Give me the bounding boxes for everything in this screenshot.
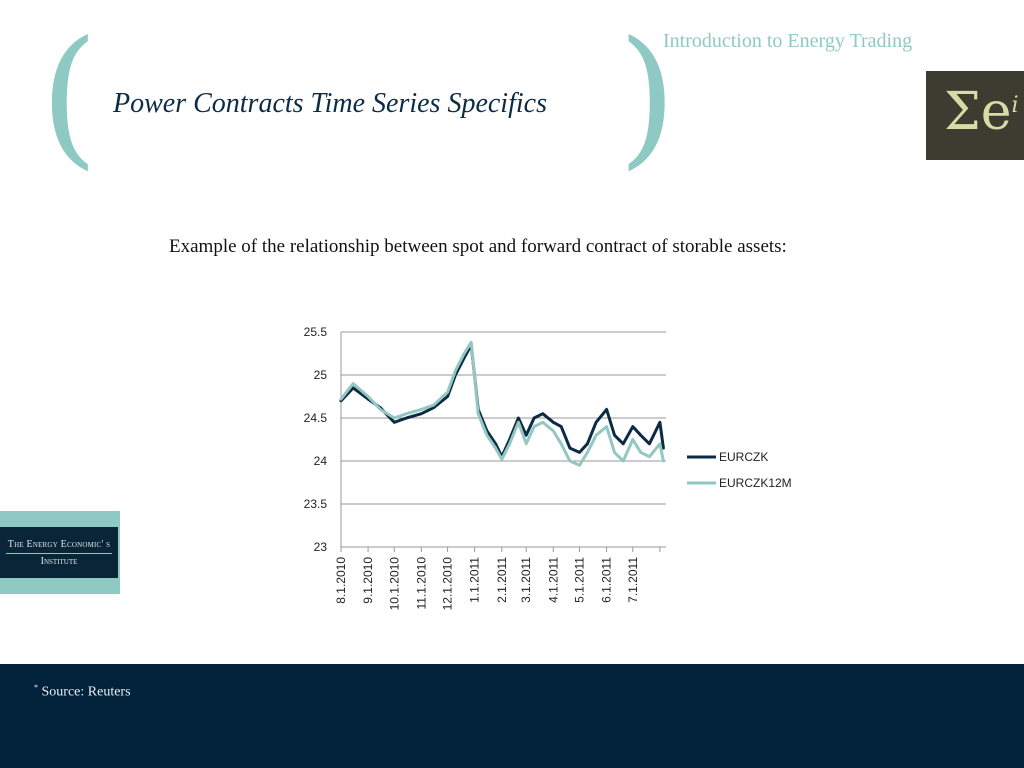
logo-text: Σe [944, 82, 1012, 142]
x-tick-labels: 8.1.2010 9.1.2010 10.1.2010 11.1.2010 12.1.2… [334, 557, 640, 611]
series-line-eurczk [339, 343, 665, 459]
intro-text: Example of the relationship between spot… [169, 236, 787, 257]
legend-label: EURCZK12M [719, 476, 792, 490]
slide-title: Power Contracts Time Series Specifics [113, 88, 547, 119]
deck-title: Introduction to Energy Trading [663, 30, 913, 52]
left-parenthesis-decoration: ( [40, 10, 99, 184]
institute-name-line2: Institute [40, 556, 78, 567]
y-tick-labels: 23 23.5 24 24.5 25 25.5 [304, 325, 328, 554]
footnote-marker: * [34, 683, 38, 692]
logo-mark: Σei [944, 77, 1019, 147]
line-chart: 23 23.5 24 24.5 25 25.5 8.1.2010 9.1.2010 10.1.… [304, 325, 792, 611]
institute-badge-panel: The Energy Economic' s Institute [0, 527, 118, 578]
x-tick-label: 9.1.2010 [361, 557, 375, 604]
footer-source-note: * Source: Reuters [34, 683, 131, 701]
institute-badge: The Energy Economic' s Institute [0, 511, 120, 594]
y-tick-label: 25.5 [304, 325, 328, 339]
x-tick-label: 8.1.2010 [334, 557, 348, 604]
chart-series [339, 340, 665, 467]
y-tick-label: 23 [314, 540, 328, 554]
logo-superscript: i [1011, 93, 1019, 118]
series-line-eurczk12m [339, 340, 665, 467]
x-tick-label: 2.1.2011 [495, 557, 509, 603]
sigma-logo: Σei [926, 71, 1024, 160]
institute-name-line1: The Energy Economic' s [7, 539, 111, 550]
institute-divider [6, 553, 112, 554]
x-tick-label: 3.1.2011 [519, 557, 533, 603]
footer-band: * Source: Reuters [0, 664, 1024, 768]
legend-label: EURCZK [719, 450, 768, 464]
x-tick-label: 12.1.2010 [441, 557, 455, 611]
y-tick-label: 23.5 [304, 497, 328, 511]
chart-axes [340, 332, 666, 552]
x-tick-label: 11.1.2010 [414, 557, 428, 610]
x-tick-label: 10.1.2010 [387, 557, 401, 611]
x-tick-label: 5.1.2011 [573, 557, 587, 603]
y-tick-label: 25 [314, 368, 328, 382]
source-text: Source: Reuters [41, 684, 131, 700]
x-tick-label: 4.1.2011 [546, 557, 560, 603]
y-tick-label: 24.5 [304, 411, 328, 425]
x-tick-label: 7.1.2011 [626, 557, 640, 603]
right-parenthesis-decoration: ) [618, 10, 677, 184]
y-tick-label: 24 [314, 454, 328, 468]
x-tick-label: 1.1.2011 [468, 557, 482, 603]
chart-legend: EURCZK EURCZK12M [687, 450, 792, 490]
x-tick-label: 6.1.2011 [600, 557, 614, 603]
